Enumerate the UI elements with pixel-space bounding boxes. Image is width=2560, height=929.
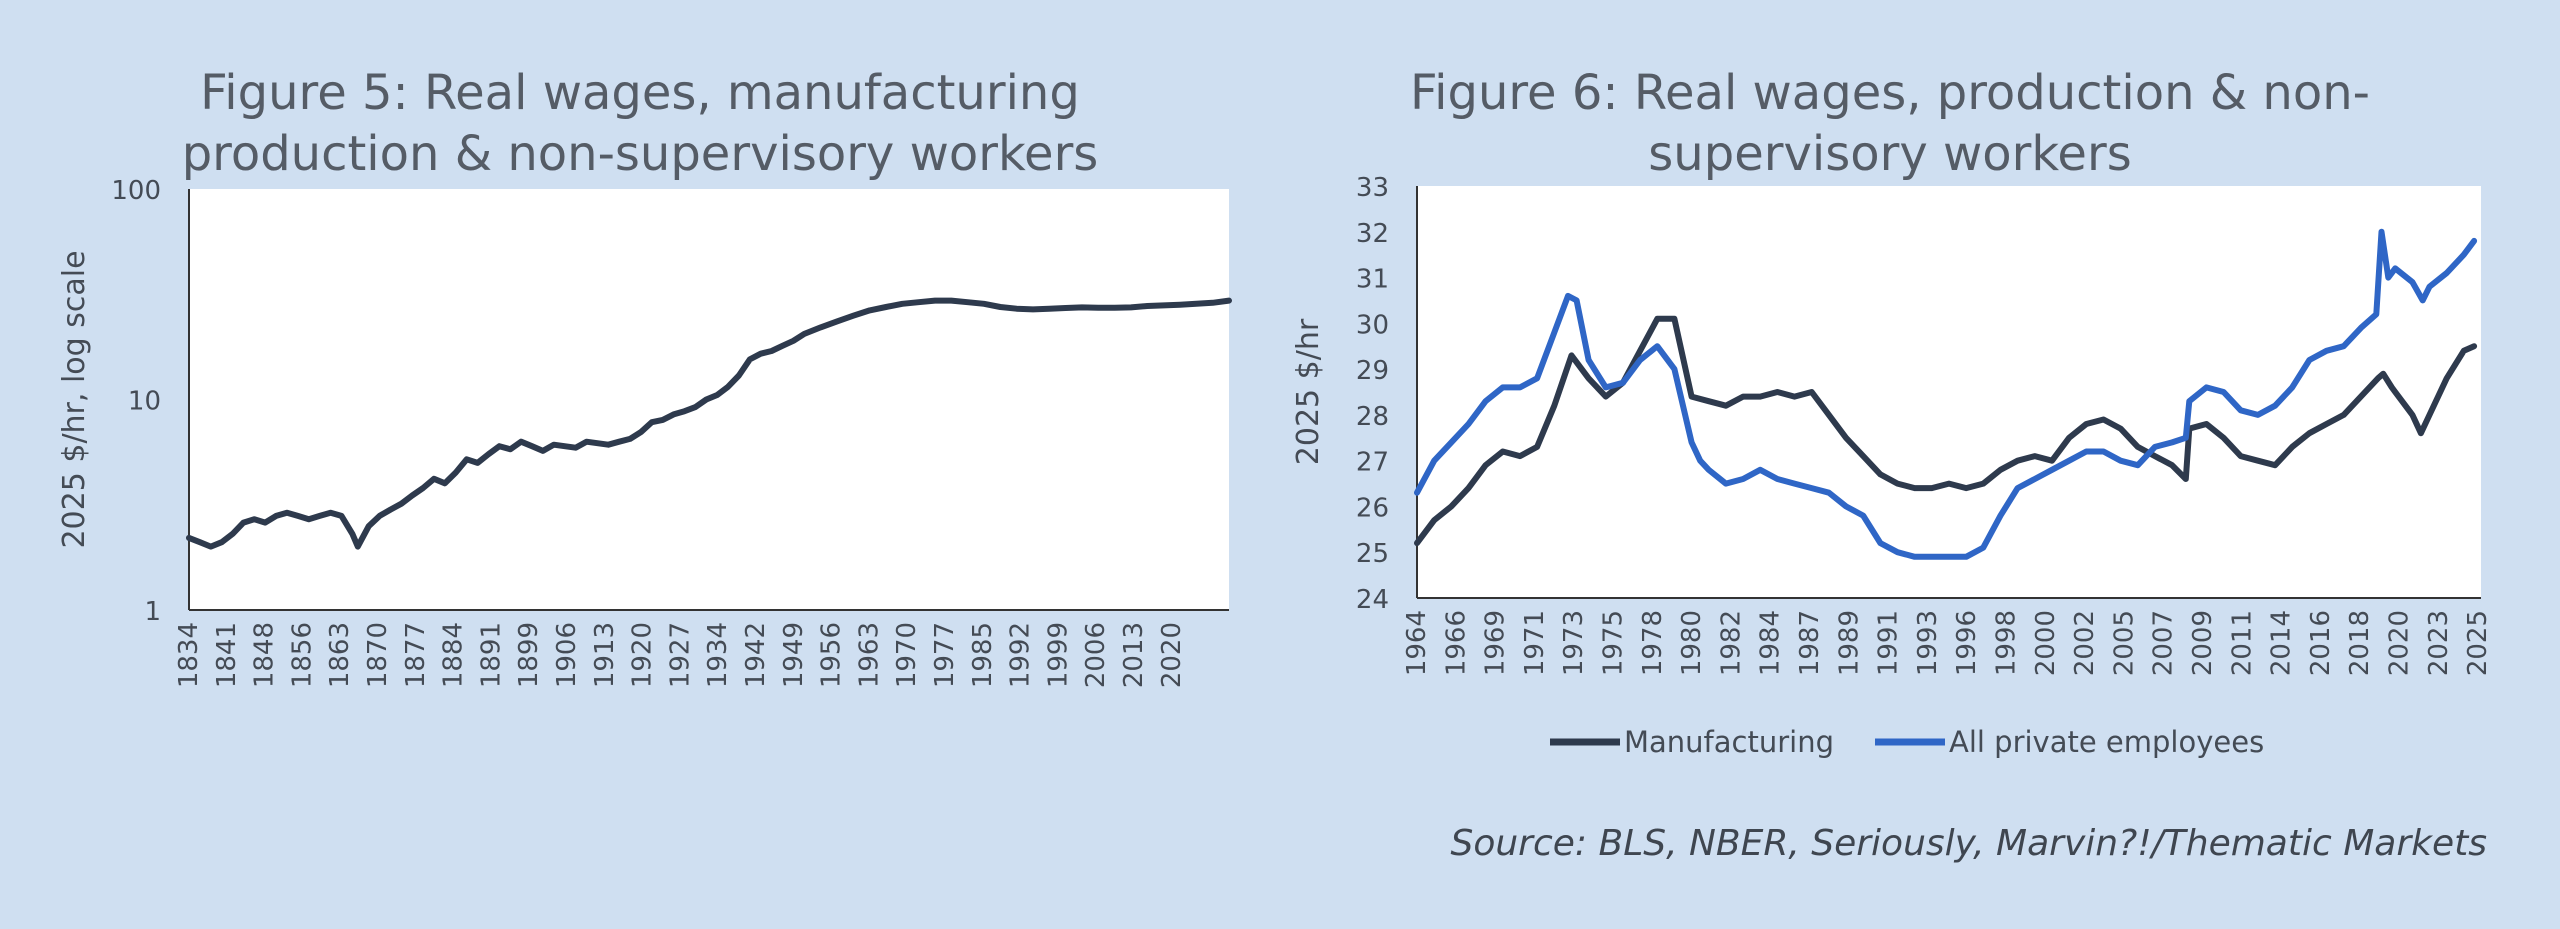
y-tick-label: 26	[1356, 493, 1389, 523]
x-tick-label: 1848	[250, 622, 280, 688]
x-tick-label: 1870	[363, 622, 393, 688]
x-tick-label: 1920	[628, 622, 658, 688]
x-tick-label: 2023	[2424, 610, 2454, 676]
x-tick-label: 1971	[1520, 610, 1550, 676]
x-tick-label: 1899	[514, 622, 544, 688]
x-tick-label: 1996	[1952, 610, 1982, 676]
x-tick-label: 1856	[287, 622, 317, 688]
y-tick-label: 1	[144, 597, 161, 627]
y-tick-label: 24	[1356, 585, 1389, 615]
x-tick-label: 1970	[892, 622, 922, 688]
x-tick-label: 1877	[401, 622, 431, 688]
x-tick-label: 1969	[1481, 610, 1511, 676]
x-tick-label: 1963	[854, 622, 884, 688]
chart-title-line: supervisory workers	[1648, 126, 2131, 182]
x-tick-label: 1982	[1716, 610, 1746, 676]
chart-title-line: Figure 6: Real wages, production & non-	[1410, 65, 2370, 121]
x-tick-label: 1985	[968, 622, 998, 688]
x-tick-label: 1884	[439, 622, 469, 688]
chart-title-line: Figure 5: Real wages, manufacturing	[200, 65, 1080, 121]
x-tick-label: 1987	[1795, 610, 1825, 676]
x-tick-label: 1973	[1559, 610, 1589, 676]
x-tick-label: 2020	[1157, 622, 1187, 688]
x-tick-label: 1841	[212, 622, 242, 688]
x-tick-label: 1991	[1874, 610, 1904, 676]
legend-label: All private employees	[1949, 725, 2264, 759]
x-tick-label: 1989	[1834, 610, 1864, 676]
y-axis-label: 2025 $/hr	[1291, 318, 1326, 465]
y-tick-label: 32	[1356, 219, 1389, 249]
x-tick-label: 1966	[1441, 610, 1471, 676]
series-line-manufacturing	[1414, 315, 2478, 547]
x-tick-label: 2009	[2188, 610, 2218, 676]
x-tick-label: 2007	[2149, 610, 2179, 676]
x-tick-label: 1863	[325, 622, 355, 688]
x-tick-label: 1977	[930, 622, 960, 688]
y-tick-label: 33	[1356, 173, 1389, 203]
x-tick-label: 1992	[1006, 622, 1036, 688]
x-tick-label: 2025	[2463, 610, 2493, 676]
x-tick-label: 1913	[590, 622, 620, 688]
x-tick-label: 1975	[1599, 610, 1629, 676]
x-tick-label: 1934	[703, 622, 733, 688]
x-tick-label: 1998	[1992, 610, 2022, 676]
y-axis-label: 2025 $/hr, log scale	[57, 250, 92, 548]
y-tick-label: 31	[1356, 265, 1389, 295]
x-tick-label: 2018	[2345, 610, 2375, 676]
y-tick-label: 28	[1356, 402, 1389, 432]
source-note: Source: BLS, NBER, Seriously, Marvin?!/T…	[1450, 823, 2487, 864]
x-tick-label: 1927	[665, 622, 695, 688]
x-tick-label: 1949	[779, 622, 809, 688]
y-tick-label: 10	[128, 387, 161, 417]
x-tick-label: 1978	[1638, 610, 1668, 676]
x-tick-label: 2006	[1081, 622, 1111, 688]
x-tick-label: 1964	[1402, 610, 1432, 676]
x-tick-label: 2002	[2070, 610, 2100, 676]
x-tick-label: 1984	[1756, 610, 1786, 676]
series-line-0	[186, 297, 1232, 550]
x-tick-label: 1999	[1043, 622, 1073, 688]
x-tick-label: 1956	[817, 622, 847, 688]
x-tick-label: 2005	[2109, 610, 2139, 676]
chart-title-line: production & non-supervisory workers	[182, 126, 1099, 182]
x-tick-label: 2014	[2267, 610, 2297, 676]
y-tick-label: 29	[1356, 356, 1389, 386]
legend-label: Manufacturing	[1624, 725, 1834, 759]
x-tick-label: 2000	[2031, 610, 2061, 676]
x-tick-label: 1980	[1677, 610, 1707, 676]
chart-5: Figure 5: Real wages, manufacturingprodu…	[57, 65, 1232, 688]
chart-6: Figure 6: Real wages, production & non-s…	[1291, 65, 2493, 759]
x-tick-label: 1942	[741, 622, 771, 688]
x-tick-label: 1834	[174, 622, 204, 688]
y-tick-label: 30	[1356, 310, 1389, 340]
series-line-all-private-employees	[1414, 228, 2478, 560]
legend: Manufacturing All private employees	[1550, 725, 2264, 759]
x-tick-label: 1891	[476, 622, 506, 688]
x-tick-label: 1906	[552, 622, 582, 688]
x-tick-label: 2011	[2227, 610, 2257, 676]
x-tick-label: 2016	[2306, 610, 2336, 676]
x-tick-label: 2013	[1119, 622, 1149, 688]
plot-area	[1417, 186, 2481, 598]
x-tick-label: 2020	[2385, 610, 2415, 676]
y-tick-label: 100	[111, 176, 161, 206]
y-tick-label: 27	[1356, 448, 1389, 478]
x-tick-label: 1993	[1913, 610, 1943, 676]
y-tick-label: 25	[1356, 539, 1389, 569]
